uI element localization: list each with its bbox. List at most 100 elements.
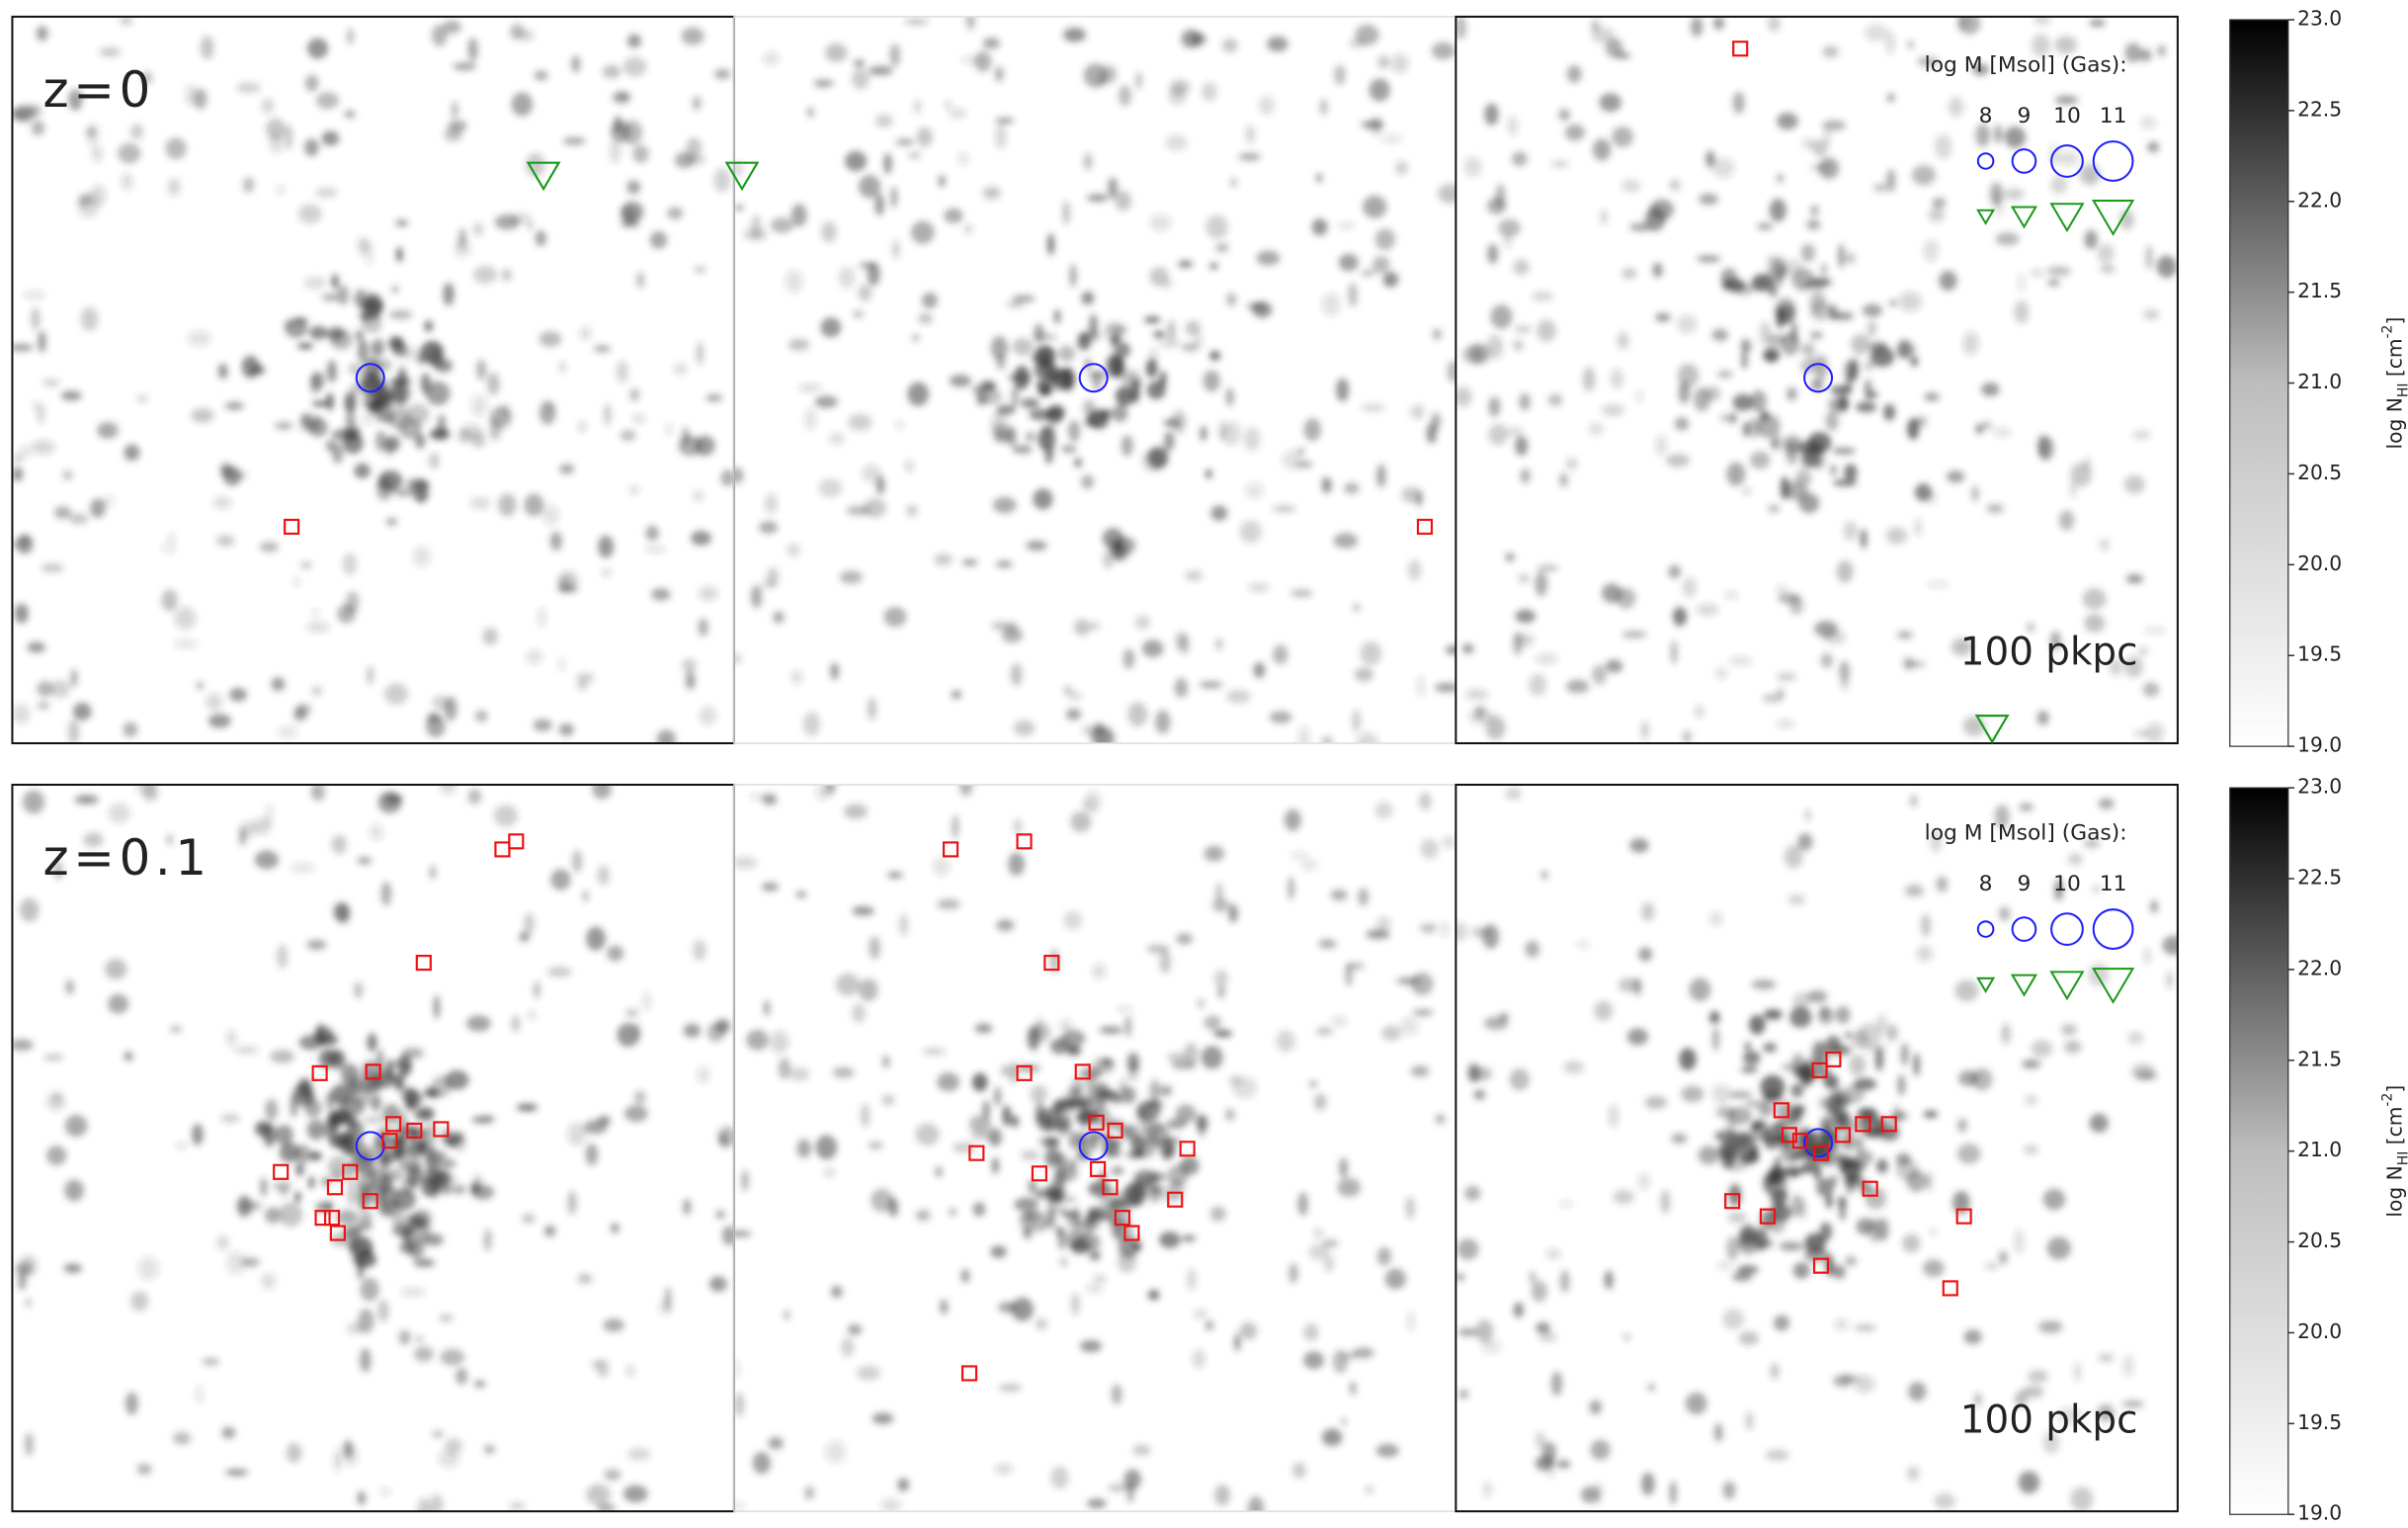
gas-blob	[360, 1211, 373, 1221]
density-field	[730, 11, 1462, 753]
gas-blob	[1726, 1236, 1739, 1261]
gas-blob	[768, 1437, 783, 1450]
gas-blob	[1007, 301, 1025, 308]
colorbar-label-part: log N	[2382, 397, 2406, 449]
gas-blob	[1559, 473, 1568, 487]
gas-blob	[1144, 316, 1161, 324]
redshift-label: z=0.1	[43, 829, 211, 887]
gas-blob	[1505, 552, 1515, 561]
gas-blob	[994, 1086, 1002, 1106]
gas-blob	[857, 1366, 880, 1380]
gas-blob	[1923, 1259, 1944, 1277]
gas-blob	[759, 521, 778, 533]
gas-blob	[1503, 232, 1512, 249]
gas-blob	[1822, 121, 1846, 130]
gas-blob	[1622, 631, 1647, 637]
gas-blob	[1176, 933, 1193, 944]
gas-blob	[458, 228, 466, 247]
gas-blob	[1714, 1130, 1739, 1142]
gas-blob	[265, 1099, 278, 1121]
gas-blob	[398, 1330, 410, 1345]
gas-blob	[239, 821, 257, 837]
gas-blob	[918, 313, 933, 324]
gas-blob	[1051, 1466, 1069, 1488]
gas-blob	[1999, 906, 2010, 920]
gas-blob	[1083, 153, 1092, 170]
gas-blob	[176, 1143, 188, 1149]
gas-blob	[1465, 689, 1489, 700]
gas-blob	[1210, 505, 1227, 520]
gas-blob	[370, 1168, 390, 1182]
gas-blob	[1290, 852, 1309, 859]
gas-blob	[1106, 354, 1124, 377]
gas-blob	[226, 1030, 236, 1048]
gas-blob	[1355, 667, 1373, 681]
gas-blob	[1012, 338, 1033, 356]
gas-blob	[994, 1464, 1013, 1475]
gas-blob	[1115, 191, 1131, 212]
gas-blob	[852, 906, 874, 916]
gas-blob	[1087, 194, 1109, 202]
gas-blob	[218, 364, 228, 380]
gas-blob	[1037, 1108, 1061, 1132]
gas-blob	[1395, 161, 1408, 175]
gas-blob	[1799, 1165, 1814, 1173]
gas-blob	[1629, 222, 1651, 231]
gas-blob	[1283, 450, 1302, 470]
gas-blob	[949, 108, 966, 119]
gas-blob	[686, 671, 696, 690]
gas-blob	[1205, 214, 1228, 238]
halo-square	[962, 1366, 976, 1380]
gas-blob	[1375, 228, 1396, 250]
gas-blob	[972, 1202, 985, 1217]
gas-blob	[1910, 795, 1918, 807]
gas-blob	[1474, 1090, 1486, 1100]
gas-blob	[1771, 439, 1778, 449]
gas-blob	[1348, 283, 1358, 307]
gas-blob	[92, 145, 103, 162]
gas-blob	[123, 722, 137, 736]
colorbar-label-part: -2	[2380, 325, 2396, 339]
gas-blob	[382, 1104, 401, 1123]
gas-blob	[1149, 1189, 1161, 1202]
gas-blob	[1021, 398, 1039, 409]
gas-blob	[807, 107, 813, 118]
gas-blob	[684, 1024, 701, 1038]
colorbar-label-part: ]	[2382, 317, 2406, 325]
gas-blob	[344, 111, 355, 118]
gas-blob	[311, 686, 323, 695]
gas-blob	[484, 1445, 495, 1454]
gas-blob	[1936, 877, 1948, 892]
gas-blob	[876, 475, 885, 495]
gas-blob	[831, 1286, 843, 1298]
gas-blob	[524, 494, 543, 517]
gas-blob	[1464, 1186, 1481, 1201]
gas-blob	[1063, 911, 1082, 930]
gas-blob	[108, 994, 128, 1014]
gas-blob	[859, 978, 878, 1001]
gas-blob	[1081, 474, 1094, 488]
gas-blob	[2068, 853, 2083, 865]
gas-blob	[1818, 1007, 1834, 1024]
gas-blob	[996, 405, 1015, 415]
gas-blob	[208, 714, 231, 727]
gas-blob	[1320, 99, 1328, 116]
gas-blob	[720, 469, 734, 486]
gas-blob	[23, 291, 45, 298]
gas-blob	[524, 912, 535, 934]
gas-blob	[813, 79, 833, 87]
gas-blob	[2047, 266, 2071, 276]
gas-blob	[1926, 1172, 1932, 1191]
colorbar-label: log NHI [cm-2]	[2380, 317, 2408, 450]
gas-blob	[370, 823, 383, 841]
gas-blob	[571, 55, 580, 72]
gas-blob	[1786, 387, 1797, 400]
gas-blob	[1758, 1103, 1772, 1117]
gas-blob	[401, 1087, 416, 1103]
gas-blob	[937, 899, 960, 909]
gas-blob	[399, 1241, 416, 1254]
gas-blob	[241, 356, 259, 379]
gas-blob	[1116, 1148, 1122, 1157]
gas-blob	[1123, 648, 1135, 668]
legend-circle	[1978, 921, 1994, 937]
